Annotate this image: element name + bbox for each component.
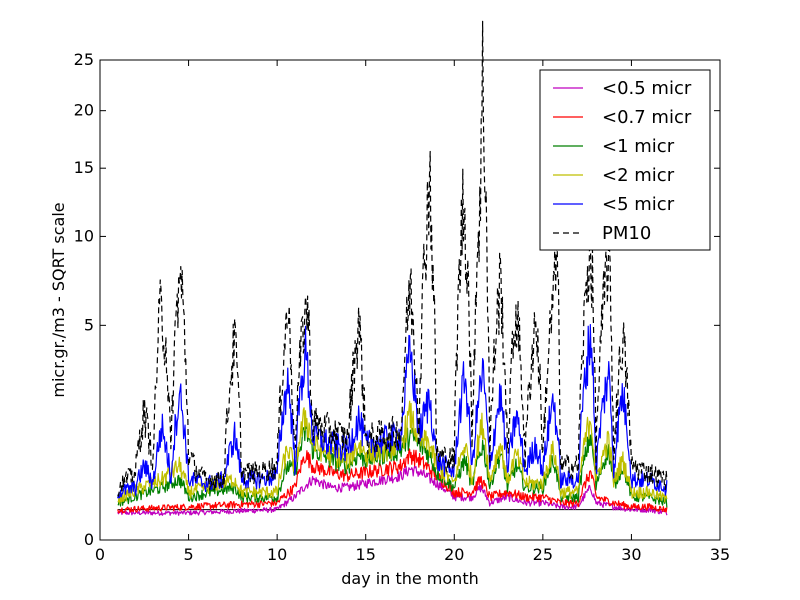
legend-label-3: <2 micr bbox=[602, 165, 675, 186]
x-tick-label-2: 10 bbox=[267, 545, 287, 564]
tick-layer: 0 5 10 15 20 25 30 35 0 5 10 15 20 25 bbox=[74, 50, 731, 564]
legend-label-1: <0.7 micr bbox=[602, 107, 692, 128]
x-tick-label-6: 30 bbox=[621, 545, 641, 564]
y-tick-label-2: 10 bbox=[74, 226, 94, 245]
x-tick-label-4: 20 bbox=[444, 545, 464, 564]
legend-label-2: <1 micr bbox=[602, 136, 675, 157]
y-tick-label-3: 15 bbox=[74, 158, 94, 177]
plot-frame bbox=[99, 59, 721, 541]
x-tick-label-0: 0 bbox=[95, 545, 105, 564]
y-tick-label-4: 20 bbox=[74, 101, 94, 120]
y-tick-label-0: 0 bbox=[84, 530, 94, 549]
y-axis-label: micr.gr./m3 - SQRT scale bbox=[49, 202, 68, 397]
x-axis-label: day in the month bbox=[341, 569, 478, 588]
y-tick-label-1: 5 bbox=[84, 315, 94, 334]
series-line-0 bbox=[117, 465, 668, 516]
x-tick-label-7: 35 bbox=[710, 545, 730, 564]
legend-box bbox=[539, 69, 711, 251]
legend-label-4: <5 micr bbox=[602, 194, 675, 215]
y-tick-label-5: 25 bbox=[74, 50, 94, 69]
legend: <0.5 micr <0.7 micr <1 micr <2 micr <5 micr P… bbox=[539, 69, 711, 251]
legend-label-5: PM10 bbox=[602, 223, 651, 244]
x-tick-label-5: 25 bbox=[533, 545, 553, 564]
series-line-5 bbox=[117, 20, 668, 497]
series-line-4 bbox=[117, 323, 668, 499]
series-layer bbox=[117, 20, 668, 516]
legend-items: <0.5 micr <0.7 micr <1 micr <2 micr <5 micr P… bbox=[553, 78, 692, 244]
legend-label-0: <0.5 micr bbox=[602, 78, 692, 99]
series-line-1 bbox=[117, 447, 668, 514]
x-tick-label-3: 15 bbox=[356, 545, 376, 564]
x-tick-label-1: 5 bbox=[183, 545, 193, 564]
